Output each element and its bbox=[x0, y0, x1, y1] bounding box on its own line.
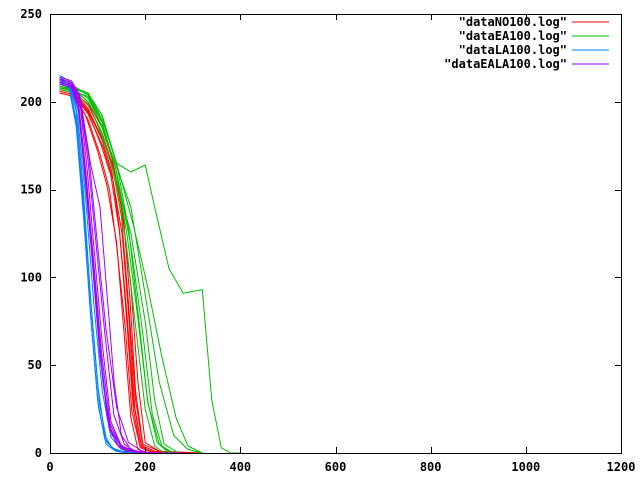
series-0 bbox=[59, 85, 203, 454]
series-3-run-0 bbox=[59, 80, 169, 454]
y-tick-label-4: 200 bbox=[20, 95, 42, 109]
y-tick-label-5: 250 bbox=[20, 7, 42, 21]
series-1-run-4 bbox=[59, 83, 170, 454]
x-tick-label-6: 1200 bbox=[607, 460, 636, 474]
plot-frame bbox=[50, 14, 622, 454]
series-2 bbox=[59, 75, 169, 454]
series-1-run-0 bbox=[59, 87, 241, 454]
series-1-run-6 bbox=[59, 82, 203, 454]
series-3-run-2 bbox=[59, 78, 155, 454]
x-tick-label-1: 200 bbox=[134, 460, 156, 474]
series-layer bbox=[59, 75, 241, 454]
x-tick-label-0: 0 bbox=[46, 460, 53, 474]
y-tick-label-3: 150 bbox=[20, 183, 42, 197]
legend-label-0: "dataNO100.log" bbox=[459, 15, 567, 29]
x-tick-label-5: 1000 bbox=[511, 460, 540, 474]
x-tick-label-4: 800 bbox=[420, 460, 442, 474]
series-1-run-1 bbox=[59, 83, 203, 454]
series-2-run-4 bbox=[59, 82, 129, 454]
series-1-run-5 bbox=[59, 89, 165, 454]
y-tick-label-1: 50 bbox=[28, 358, 42, 372]
series-3-run-7 bbox=[59, 78, 146, 454]
legend-label-1: "dataEA100.log" bbox=[459, 29, 567, 43]
axis-ticks: 0 200 400 600 800 1000 1200 0 50 100 150 200 250 bbox=[20, 7, 635, 474]
x-tick-label-2: 400 bbox=[229, 460, 251, 474]
series-1 bbox=[59, 82, 241, 454]
legend-label-2: "dataLA100.log" bbox=[459, 43, 567, 57]
y-tick-label-2: 100 bbox=[20, 270, 42, 284]
series-1-run-7 bbox=[59, 85, 172, 454]
legend-label-3: "dataEALA100.log" bbox=[444, 57, 567, 71]
series-3 bbox=[59, 76, 184, 454]
x-tick-label-3: 600 bbox=[325, 460, 347, 474]
legend: "dataNO100.log""dataEA100.log""dataLA100… bbox=[444, 15, 609, 71]
y-tick-label-0: 0 bbox=[35, 446, 42, 460]
series-3-run-6 bbox=[59, 82, 148, 454]
series-3-run-4 bbox=[59, 83, 150, 454]
series-3-run-3 bbox=[59, 80, 146, 454]
series-3-run-5 bbox=[59, 76, 139, 454]
series-2-run-0 bbox=[59, 75, 169, 454]
series-0-run-5 bbox=[59, 87, 203, 454]
